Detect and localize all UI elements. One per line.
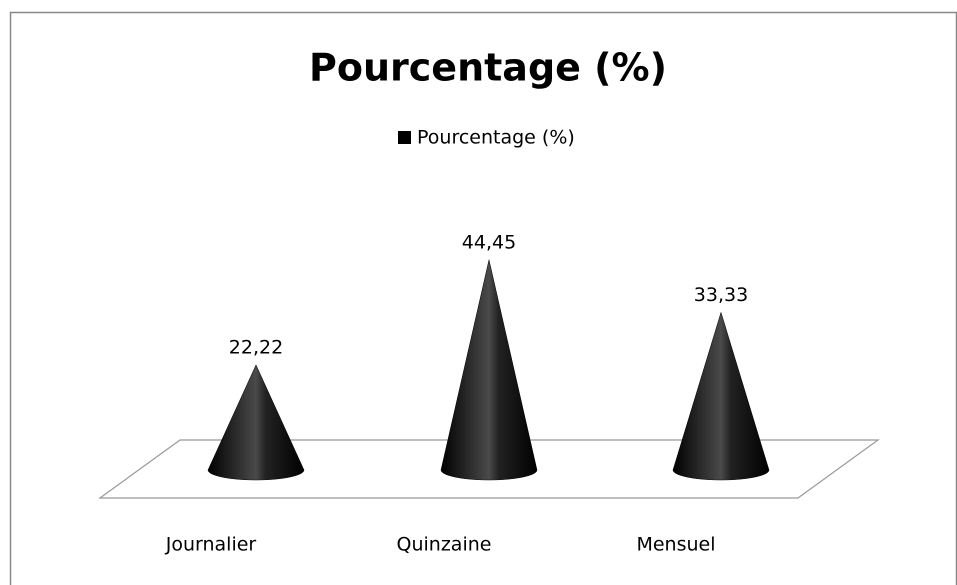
data-label: 22,22 [229,336,283,358]
data-label: 33,33 [694,284,748,306]
cone [207,364,305,481]
cone [672,311,770,481]
chart-title: Pourcentage (%) [309,46,667,90]
x-tick-label: Mensuel [636,534,715,556]
legend-label: Pourcentage (%) [417,127,575,149]
data-label: 44,45 [462,231,516,253]
x-tick-label: Quinzaine [397,534,492,556]
legend-swatch [398,131,411,144]
x-tick-label: Journalier [165,534,257,556]
cone [440,259,538,481]
